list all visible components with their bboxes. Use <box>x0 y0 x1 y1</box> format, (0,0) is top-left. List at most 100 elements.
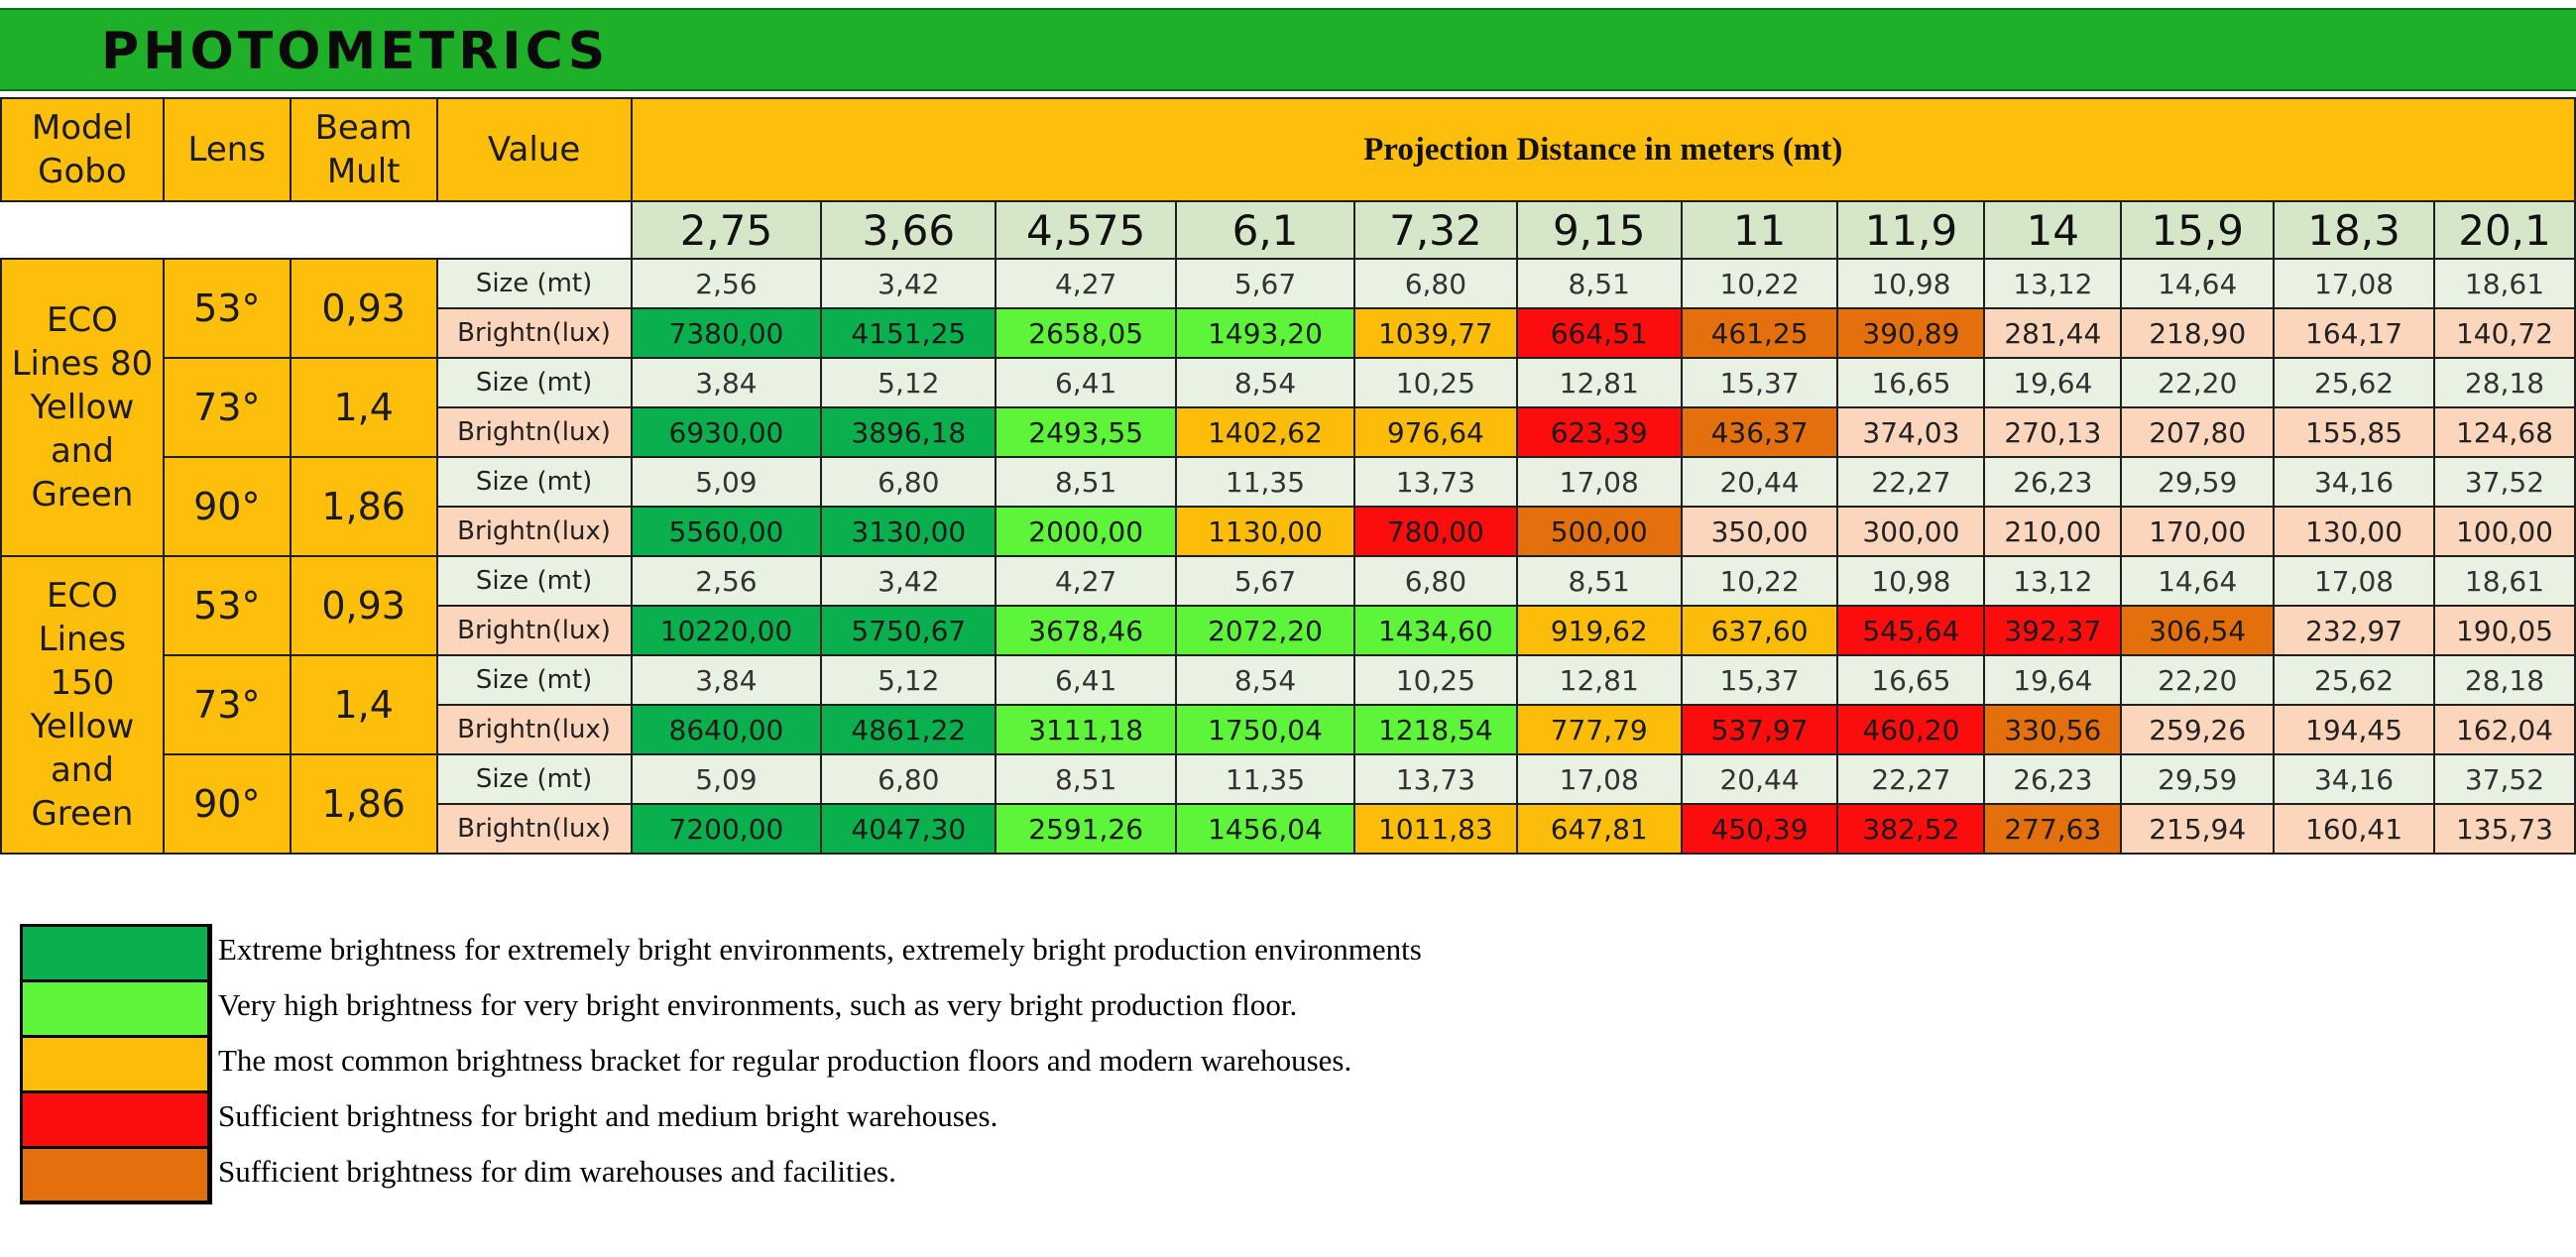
size-cell: 6,41 <box>995 357 1178 408</box>
size-label: Size (mt) <box>435 456 633 508</box>
brightness-cell: 218,90 <box>2120 307 2276 359</box>
brightness-cell: 1130,00 <box>1175 506 1355 557</box>
size-cell: 14,64 <box>2120 258 2276 309</box>
distance-header: 15,9 <box>2120 200 2276 260</box>
size-cell: 10,25 <box>1352 654 1518 706</box>
distance-header: 20,1 <box>2432 200 2576 260</box>
size-cell: 19,64 <box>1983 654 2123 706</box>
size-cell: 25,62 <box>2273 654 2435 706</box>
brightness-cell: 637,60 <box>1680 605 1839 656</box>
brightness-cell: 215,94 <box>2120 803 2276 855</box>
brightness-row: Brightn(lux) 7200,00 4047,30 2591,26 1456,04… <box>1 803 2576 855</box>
size-cell: 34,16 <box>2273 753 2435 805</box>
brightness-cell: 382,52 <box>1836 803 1986 855</box>
size-cell: 5,12 <box>820 357 997 408</box>
brightness-cell: 7380,00 <box>630 307 823 359</box>
brightness-cell: 259,26 <box>2120 704 2276 755</box>
brightness-cell: 623,39 <box>1515 406 1683 458</box>
size-cell: 6,80 <box>820 753 997 805</box>
brightness-cell: 2658,05 <box>995 307 1178 359</box>
brightness-cell: 461,25 <box>1680 307 1839 359</box>
size-cell: 15,37 <box>1680 357 1839 408</box>
size-cell: 28,18 <box>2432 654 2576 706</box>
header-value: Value <box>435 97 633 202</box>
brightness-cell: 7200,00 <box>630 803 823 855</box>
size-cell: 28,18 <box>2432 357 2576 408</box>
beam-mult: 1,86 <box>289 753 438 855</box>
brightness-cell: 190,05 <box>2432 605 2576 656</box>
brightness-cell: 4047,30 <box>820 803 997 855</box>
size-cell: 15,37 <box>1680 654 1839 706</box>
size-cell: 5,09 <box>630 753 823 805</box>
size-cell: 11,35 <box>1175 753 1355 805</box>
size-cell: 13,12 <box>1983 555 2123 607</box>
brightness-label: Brightn(lux) <box>435 704 633 755</box>
page-title: PHOTOMETRICS <box>101 22 610 81</box>
size-cell: 3,84 <box>630 357 823 408</box>
size-cell: 34,16 <box>2273 456 2435 508</box>
brightness-cell: 460,20 <box>1836 704 1986 755</box>
legend-text: Very high brightness for very bright env… <box>218 987 1298 1022</box>
brightness-cell: 3130,00 <box>820 506 997 557</box>
size-row: 73° 1,4 Size (mt) 3,84 5,12 6,41 8,54 10,25 12,8… <box>1 654 2576 755</box>
brightness-cell: 164,17 <box>2273 307 2435 359</box>
brightness-cell: 4861,22 <box>820 704 997 755</box>
photometrics-table: Model Gobo Lens Beam Mult Value Projecti… <box>0 97 2576 855</box>
distance-header: 11,9 <box>1836 200 1986 260</box>
beam-mult: 1,86 <box>289 456 438 557</box>
size-cell: 20,44 <box>1680 753 1839 805</box>
brightness-cell: 500,00 <box>1515 506 1683 557</box>
size-cell: 6,41 <box>995 654 1178 706</box>
size-cell: 17,08 <box>1515 753 1683 805</box>
brightness-cell: 3111,18 <box>995 704 1178 755</box>
size-cell: 8,54 <box>1175 654 1355 706</box>
legend-text: Sufficient brightness for dim warehouses… <box>218 1154 896 1189</box>
brightness-cell: 210,00 <box>1983 506 2123 557</box>
size-cell: 10,25 <box>1352 357 1518 408</box>
size-cell: 16,65 <box>1836 357 1986 408</box>
header-model-gobo: Model Gobo <box>0 97 165 202</box>
size-cell: 37,52 <box>2432 753 2576 805</box>
size-cell: 26,23 <box>1983 456 2123 508</box>
brightness-cell: 390,89 <box>1836 307 1986 359</box>
brightness-cell: 4151,25 <box>820 307 997 359</box>
brightness-cell: 162,04 <box>2432 704 2576 755</box>
brightness-cell: 1434,60 <box>1352 605 1518 656</box>
legend-swatch <box>20 1146 212 1204</box>
legend-swatch <box>20 1090 212 1146</box>
brightness-row: Brightn(lux) 6930,00 3896,18 2493,55 1402,62… <box>1 406 2576 458</box>
brightness-cell: 392,37 <box>1983 605 2123 656</box>
size-cell: 26,23 <box>1983 753 2123 805</box>
brightness-cell: 450,39 <box>1680 803 1839 855</box>
brightness-label: Brightn(lux) <box>435 406 633 458</box>
size-row: 90° 1,86 Size (mt) 5,09 6,80 8,51 11,35 13,73 17… <box>1 753 2576 855</box>
model-name: ECO Lines 80 Yellow and Green <box>0 258 165 557</box>
legend-swatch <box>20 924 212 979</box>
size-cell: 13,73 <box>1352 753 1518 805</box>
distance-header: 3,66 <box>820 200 997 260</box>
brightness-cell: 537,97 <box>1680 704 1839 755</box>
brightness-cell: 1039,77 <box>1352 307 1518 359</box>
size-cell: 3,42 <box>820 555 997 607</box>
distance-blank <box>1 200 633 260</box>
distance-header: 6,1 <box>1175 200 1355 260</box>
distance-header: 11 <box>1680 200 1839 260</box>
size-cell: 2,56 <box>630 258 823 309</box>
size-cell: 13,12 <box>1983 258 2123 309</box>
beam-mult: 0,93 <box>289 258 438 359</box>
brightness-label: Brightn(lux) <box>435 605 633 656</box>
size-cell: 29,59 <box>2120 456 2276 508</box>
size-cell: 5,67 <box>1175 258 1355 309</box>
brightness-cell: 3896,18 <box>820 406 997 458</box>
size-cell: 12,81 <box>1515 654 1683 706</box>
size-cell: 16,65 <box>1836 654 1986 706</box>
lens-angle: 73° <box>162 357 292 458</box>
distance-header: 7,32 <box>1352 200 1518 260</box>
size-cell: 6,80 <box>1352 258 1518 309</box>
brightness-cell: 300,00 <box>1836 506 1986 557</box>
size-cell: 17,08 <box>2273 555 2435 607</box>
brightness-label: Brightn(lux) <box>435 307 633 359</box>
brightness-cell: 140,72 <box>2432 307 2576 359</box>
brightness-cell: 2000,00 <box>995 506 1178 557</box>
beam-mult: 1,4 <box>289 357 438 458</box>
